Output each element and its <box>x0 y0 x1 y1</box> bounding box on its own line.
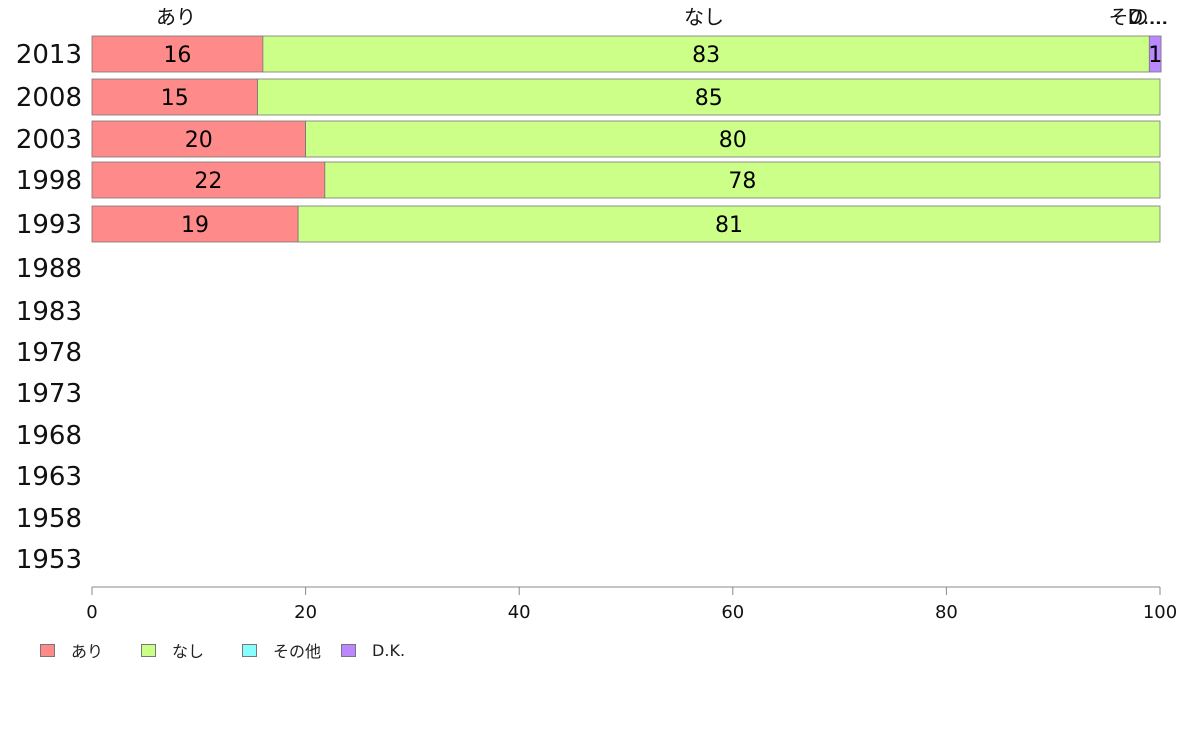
data-label-1998-0: 22 <box>194 169 222 194</box>
y-tick-label-1968: 1968 <box>16 421 82 451</box>
data-label-1998-1: 78 <box>728 169 756 194</box>
bar-2008-1 <box>257 78 1161 116</box>
y-tick-label-1963: 1963 <box>16 462 82 492</box>
y-tick-label-1973: 1973 <box>16 379 82 409</box>
y-tick-label-1998: 1998 <box>16 166 82 196</box>
y-tick-label-1958: 1958 <box>16 504 82 534</box>
bar-1993-1 <box>297 205 1161 243</box>
data-label-1993-1: 81 <box>715 213 743 238</box>
bar-2013-0 <box>91 35 264 73</box>
y-tick-label-1978: 1978 <box>16 338 82 368</box>
data-label-2013-0: 16 <box>163 43 191 68</box>
y-tick-label-2008: 2008 <box>16 83 82 113</box>
legend-item-nashi: なし <box>141 638 204 662</box>
bar-2003-0 <box>91 120 307 158</box>
x-tick-label-100: 100 <box>1143 602 1177 623</box>
bar-2003-1 <box>305 120 1161 158</box>
bar-1998-0 <box>91 161 326 199</box>
data-label-2003-1: 80 <box>719 128 747 153</box>
legend-swatch-ari <box>40 643 55 657</box>
data-label-2008-0: 15 <box>161 86 189 111</box>
y-tick-label-2003: 2003 <box>16 125 82 155</box>
data-label-2008-1: 85 <box>695 86 723 111</box>
data-label-1993-0: 19 <box>181 213 209 238</box>
legend: あり なし その他 D.K. <box>40 638 435 662</box>
x-tick-label-20: 20 <box>294 602 317 623</box>
legend-item-dk: D.K. <box>341 641 405 660</box>
legend-swatch-nashi <box>141 643 157 657</box>
legend-swatch-dk <box>341 643 357 657</box>
x-tick-label-0: 0 <box>86 602 97 623</box>
bar-2013-1 <box>262 35 1150 73</box>
y-tick-label-1983: 1983 <box>16 297 82 327</box>
bar-2013-3 <box>1148 35 1162 73</box>
data-label-2013-1: 83 <box>692 43 720 68</box>
top-series-label-0: あり <box>156 5 196 29</box>
y-tick-label-1953: 1953 <box>16 545 82 575</box>
data-label-2013-3: 1 <box>1148 43 1162 68</box>
legend-item-ari: あり <box>40 638 103 662</box>
legend-label-ari: あり <box>71 642 104 661</box>
x-tick-label-60: 60 <box>721 602 744 623</box>
data-label-2003-0: 20 <box>185 128 213 153</box>
top-series-label-2: その... <box>1108 5 1167 29</box>
legend-label-nashi: なし <box>172 642 205 661</box>
y-tick-label-1993: 1993 <box>16 210 82 240</box>
legend-label-dk: D.K. <box>372 640 406 660</box>
bar-1998-1 <box>324 161 1161 199</box>
y-tick-label-2013: 2013 <box>16 40 82 70</box>
x-tick-label-80: 80 <box>935 602 958 623</box>
bar-1993-0 <box>91 205 299 243</box>
x-tick-label-40: 40 <box>508 602 531 623</box>
legend-label-sonota: その他 <box>273 642 322 661</box>
legend-swatch-sonota <box>242 643 258 657</box>
top-series-label-1: なし <box>684 5 724 29</box>
top-series-label-3: D.... <box>1128 5 1169 29</box>
legend-item-sonota: その他 <box>242 638 321 662</box>
y-tick-label-1988: 1988 <box>16 254 82 284</box>
